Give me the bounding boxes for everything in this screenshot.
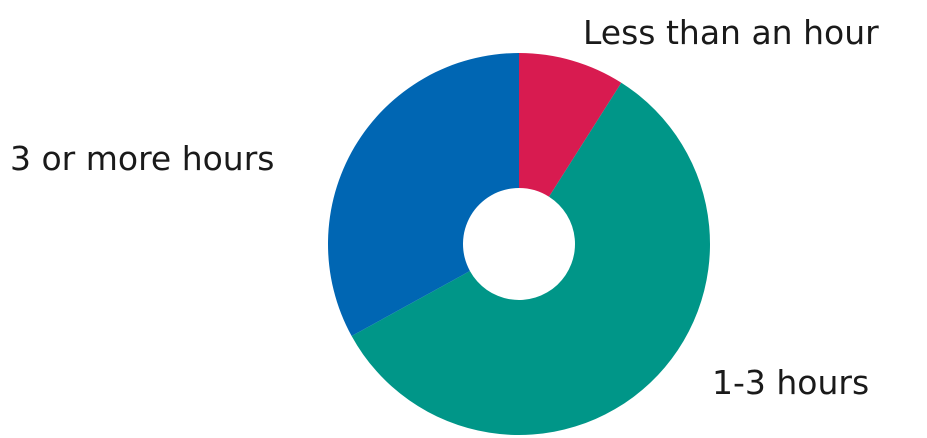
donut-slice-2: [327, 53, 519, 337]
slice-label-2: 3 or more hours: [10, 139, 274, 178]
slice-label-1: 1-3 hours: [712, 363, 869, 402]
donut-slice-0: [519, 53, 622, 197]
donut-slices: [327, 53, 711, 436]
donut-slice-1: [351, 82, 711, 436]
slice-label-0: Less than an hour: [583, 13, 879, 52]
slice-labels: Less than an hour 1-3 hours 3 or more hour…: [10, 13, 879, 402]
